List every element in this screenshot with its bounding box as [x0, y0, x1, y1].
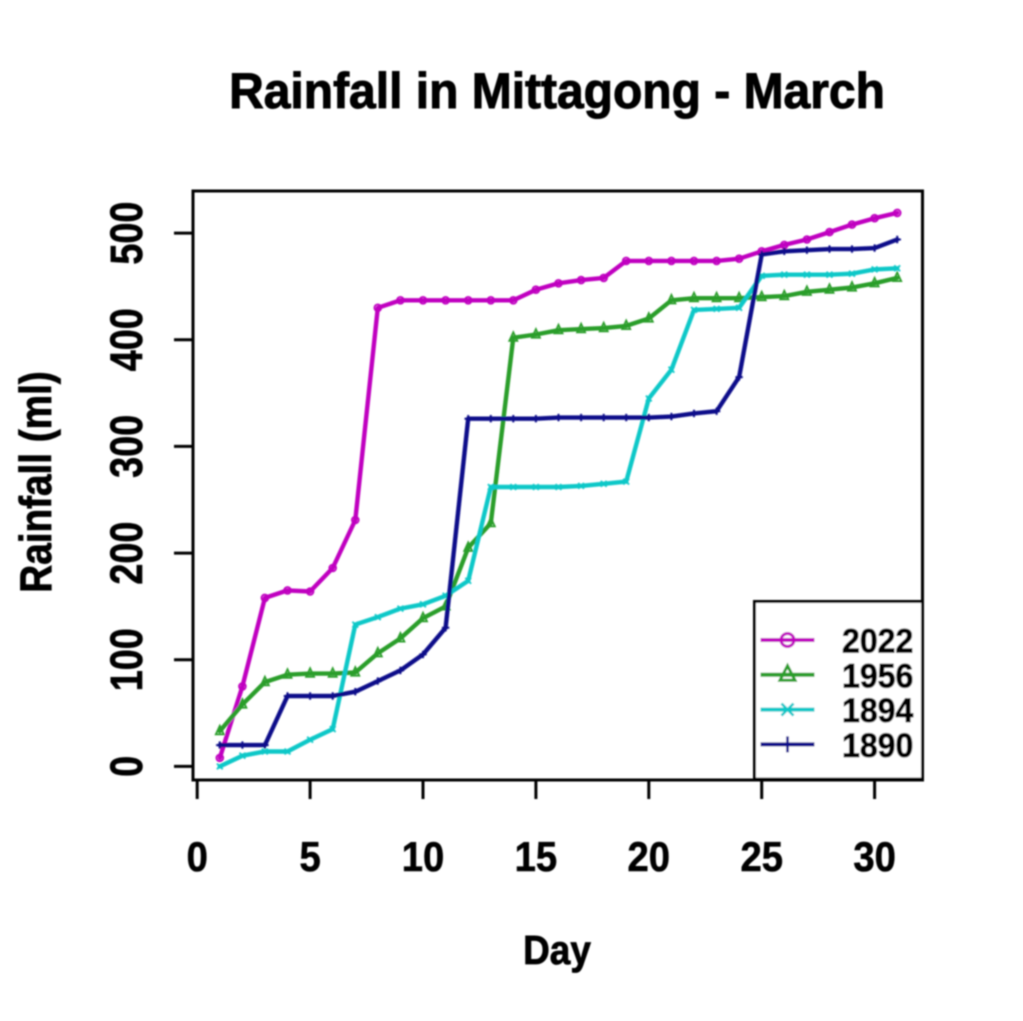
svg-text:1890: 1890 — [842, 727, 913, 765]
svg-text:10: 10 — [402, 833, 445, 880]
svg-text:20: 20 — [628, 833, 671, 880]
svg-text:30: 30 — [853, 833, 896, 880]
svg-text:Day: Day — [523, 928, 591, 973]
svg-text:0: 0 — [187, 833, 208, 880]
svg-text:500: 500 — [101, 202, 152, 265]
svg-text:Rainfall in Mittagong - March: Rainfall in Mittagong - March — [229, 64, 885, 119]
svg-text:300: 300 — [101, 415, 152, 478]
svg-text:Rainfall (ml): Rainfall (ml) — [10, 371, 60, 592]
svg-text:100: 100 — [101, 628, 152, 691]
svg-text:15: 15 — [515, 833, 558, 880]
svg-text:400: 400 — [101, 308, 152, 371]
svg-text:1894: 1894 — [842, 692, 914, 730]
svg-text:25: 25 — [740, 833, 783, 880]
svg-text:1956: 1956 — [842, 657, 913, 695]
svg-text:0: 0 — [101, 756, 152, 777]
svg-text:200: 200 — [101, 522, 152, 585]
svg-text:2022: 2022 — [842, 622, 913, 660]
svg-text:5: 5 — [299, 833, 320, 880]
